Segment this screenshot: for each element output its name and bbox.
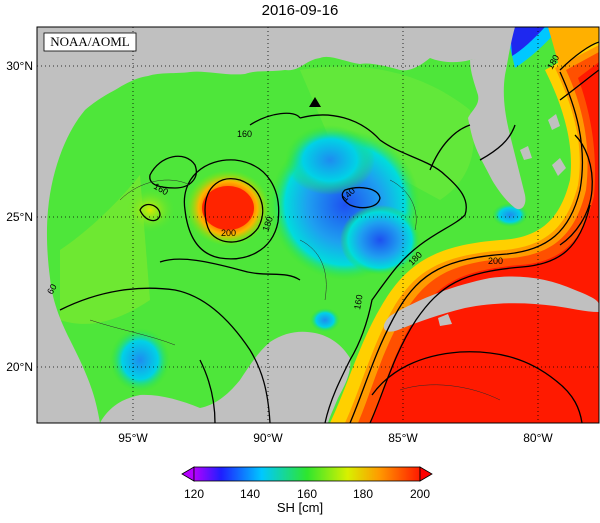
contour-label: 180 bbox=[556, 240, 571, 250]
grid-lines bbox=[37, 27, 599, 423]
lon-label: 85°W bbox=[388, 431, 418, 445]
contour-label: 200 bbox=[488, 256, 503, 266]
land-florida bbox=[468, 27, 526, 210]
location-marker-triangle bbox=[309, 97, 321, 107]
map-frame bbox=[36, 26, 600, 424]
map-title: 2016-09-16 bbox=[261, 2, 339, 19]
land-usa-mexico bbox=[37, 27, 500, 423]
contour-lines bbox=[59, 41, 599, 423]
land-cuba bbox=[383, 276, 599, 332]
contour-label: 160 bbox=[242, 120, 257, 130]
contour-label: 200 bbox=[221, 228, 236, 238]
colorbar-label: SH [cm] bbox=[276, 500, 324, 515]
source-label: NOAA/AOML bbox=[50, 34, 130, 49]
colorbar-tick: 140 bbox=[240, 487, 260, 501]
lon-label: 80°W bbox=[523, 431, 553, 445]
lon-label: 90°W bbox=[253, 431, 283, 445]
lat-label: 20°N bbox=[6, 360, 33, 374]
colorbar-gradient bbox=[193, 466, 421, 482]
contour-label: 160 bbox=[352, 294, 364, 311]
colorbar-tick: 160 bbox=[297, 487, 317, 501]
lat-label: 30°N bbox=[6, 59, 33, 73]
contour-label: 160 bbox=[237, 129, 252, 139]
colorbar-extend-high bbox=[419, 466, 433, 482]
colorbar-tick: 120 bbox=[184, 487, 204, 501]
lon-label: 95°W bbox=[118, 431, 148, 445]
colorbar: 120 140 160 180 200 bbox=[181, 466, 433, 501]
warm-band-red bbox=[370, 62, 599, 423]
colorbar-tick: 200 bbox=[410, 487, 430, 501]
colorbar-extend-low bbox=[181, 466, 195, 482]
lat-label: 25°N bbox=[6, 210, 33, 224]
contour-label: 60 bbox=[45, 282, 59, 296]
source-label-box bbox=[43, 32, 137, 52]
colorbar-tick: 180 bbox=[353, 487, 373, 501]
land-yucatan bbox=[100, 331, 351, 423]
